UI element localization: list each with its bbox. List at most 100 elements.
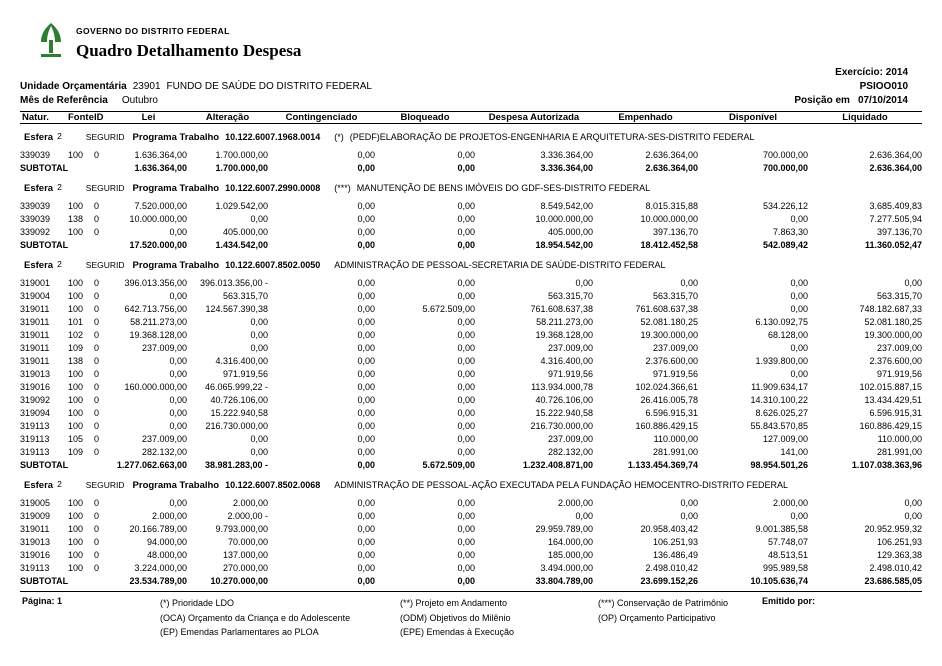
empenhado-cell: 1.133.454.369,74: [627, 460, 698, 470]
empenhado-cell: 971.919,56: [652, 369, 698, 379]
lei-cell: 3.224.000,00: [134, 563, 187, 573]
programa-trabalho-code: 10.122.6007.1968.0014: [225, 132, 321, 142]
col-alteracao: Alteração: [187, 112, 268, 124]
alteracao-cell: 0,00: [250, 214, 268, 224]
contingenciado-cell: 0,00: [357, 395, 375, 405]
contingenciado-cell: 0,00: [357, 278, 375, 288]
empenhado-cell: 2.498.010,42: [645, 563, 698, 573]
disponivel-cell: 98.954.501,26: [750, 460, 808, 470]
fonte-cell: 100: [68, 395, 84, 405]
id-cell: 0: [94, 214, 100, 224]
despesa-autorizada-cell: 15.222.940,58: [535, 408, 593, 418]
natureza-cell: 319016: [20, 550, 51, 560]
legend-item: (EPE) Emendas à Execução: [400, 627, 515, 637]
id-cell: 0: [94, 369, 100, 379]
natureza-cell: 319113: [20, 563, 50, 573]
org-name: GOVERNO DO DISTRITO FEDERAL: [76, 26, 230, 36]
disponivel-cell: 55.843.570,85: [750, 421, 808, 431]
fonte-cell: 100: [68, 421, 84, 431]
id-cell: 0: [94, 356, 100, 366]
id-cell: 0: [94, 227, 100, 237]
programa-description: ADMINISTRAÇÃO DE PESSOAL-SECRETARIA DE S…: [334, 260, 666, 270]
empenhado-cell: 8.015.315,88: [645, 201, 698, 211]
fonte-cell: 100: [68, 498, 84, 508]
fonte-cell: 100: [68, 304, 84, 314]
bloqueado-cell: 0,00: [457, 511, 475, 521]
expense-row: 319011 100 0 20.166.789,00 9.793.000,00 0,00 0…: [20, 523, 922, 536]
bloqueado-cell: 0,00: [457, 201, 475, 211]
col-despesa-autorizada: Despesa Autorizada: [475, 112, 593, 124]
program-section-header: Esfera 2 SEGURID Programa Trabalho 10.122.60…: [20, 124, 922, 150]
alteracao-cell: 1.029.542,00: [215, 201, 268, 211]
empenhado-cell: 10.000.000,00: [640, 214, 698, 224]
empenhado-cell: 160.886.429,15: [635, 421, 698, 431]
fonte-cell: 100: [68, 227, 84, 237]
lei-cell: 20.166.789,00: [129, 524, 187, 534]
despesa-autorizada-cell: 29.959.789,00: [535, 524, 593, 534]
alteracao-cell: 216.730.000,00: [205, 421, 268, 431]
esfera-group: SEGURID: [85, 183, 125, 193]
lei-cell: 48.000,00: [146, 550, 187, 560]
fonte-cell: 100: [68, 408, 84, 418]
id-cell: 0: [94, 330, 100, 340]
lei-cell: 0,00: [169, 227, 187, 237]
lei-cell: 396.013.356,00: [124, 278, 187, 288]
disponivel-cell: 0,00: [790, 511, 808, 521]
liquidado-cell: 0,00: [904, 511, 922, 521]
lei-cell: 10.000.000,00: [129, 214, 187, 224]
unidade-orcamentaria-code: 23901: [132, 81, 161, 92]
gdf-logo-icon: [36, 22, 66, 60]
disponivel-cell: 7.863,30: [772, 227, 808, 237]
col-fonte: Fonte: [68, 112, 94, 124]
natureza-cell: 319009: [20, 511, 51, 521]
disponivel-cell: 0,00: [790, 369, 808, 379]
disponivel-cell: 2.000,00: [772, 498, 808, 508]
liquidado-cell: 2.636.364,00: [869, 163, 922, 173]
contingenciado-cell: 0,00: [357, 227, 375, 237]
natureza-cell: 319113: [20, 434, 50, 444]
lei-cell: 160.000.000,00: [124, 382, 187, 392]
id-cell: 0: [94, 434, 100, 444]
empenhado-cell: 52.081.180,25: [640, 317, 698, 327]
fonte-cell: 100: [68, 150, 84, 160]
table-header-row: Natur. Fonte ID Lei Alteração Contingenc…: [20, 112, 922, 124]
alteracao-cell: 0,00: [250, 447, 268, 457]
natureza-cell: 319004: [20, 291, 51, 301]
bloqueado-cell: 0,00: [457, 343, 475, 353]
lei-cell: 642.713.756,00: [124, 304, 187, 314]
empenhado-cell: 106.251,93: [652, 537, 698, 547]
lei-cell: 2.000,00: [151, 511, 187, 521]
disponivel-cell: 48.513,51: [767, 550, 808, 560]
despesa-autorizada-cell: 237.009,00: [547, 434, 593, 444]
contingenciado-cell: 0,00: [357, 550, 375, 560]
contingenciado-cell: 0,00: [357, 330, 375, 340]
fonte-cell: 109: [68, 447, 84, 457]
bloqueado-cell: 0,00: [457, 369, 475, 379]
expense-row: 319094 100 0 0,00 15.222.940,58 0,00 0,00 15.22…: [20, 407, 922, 420]
legend-item: (**) Projeto em Andamento: [400, 598, 508, 608]
alteracao-cell: 971.919,56: [222, 369, 268, 379]
liquidado-cell: 1.107.038.363,96: [851, 460, 922, 470]
natureza-cell: 319011: [20, 330, 50, 340]
programa-trabalho-label: Programa Trabalho: [132, 132, 220, 143]
alteracao-cell: 124.567.390,38: [205, 304, 268, 314]
bloqueado-cell: 0,00: [457, 150, 475, 160]
alteracao-cell: 270.000,00: [222, 563, 268, 573]
disponivel-cell: 14.310.100,22: [750, 395, 808, 405]
despesa-autorizada-cell: 761.608.637,38: [530, 304, 593, 314]
fonte-cell: 100: [68, 382, 84, 392]
empenhado-cell: 563.315,70: [652, 291, 698, 301]
id-cell: 0: [94, 524, 100, 534]
liquidado-cell: 2.498.010,42: [869, 563, 922, 573]
expense-row: 319092 100 0 0,00 40.726.106,00 0,00 0,00 40.72…: [20, 394, 922, 407]
fonte-cell: 100: [68, 291, 84, 301]
programa-description: ADMINISTRAÇÃO DE PESSOAL-AÇÃO EXECUTADA …: [334, 480, 788, 490]
id-cell: 0: [94, 408, 100, 418]
despesa-autorizada-cell: 563.315,70: [547, 291, 593, 301]
lei-cell: 0,00: [169, 395, 187, 405]
contingenciado-cell: 0,00: [357, 356, 375, 366]
disponivel-cell: 0,00: [790, 214, 808, 224]
contingenciado-cell: 0,00: [357, 201, 375, 211]
despesa-autorizada-cell: 216.730.000,00: [530, 421, 593, 431]
id-cell: 0: [94, 304, 100, 314]
